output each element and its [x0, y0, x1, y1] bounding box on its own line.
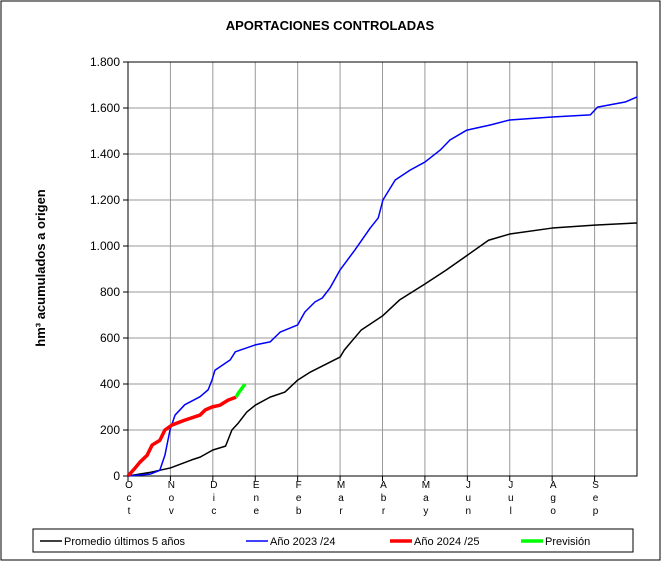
series-line	[127, 222, 638, 477]
legend-label: Año 2023 /24	[270, 536, 335, 548]
y-tick-label: 1.600	[90, 101, 120, 115]
y-tick-label: 200	[100, 423, 120, 437]
x-tick-label: Nov	[166, 480, 177, 519]
x-tick-label: Mar	[336, 480, 347, 519]
x-tick-label: Jul	[505, 480, 516, 519]
series-line	[127, 96, 638, 477]
y-tick-label: 1.200	[90, 193, 120, 207]
x-tick-label: Dic	[208, 480, 219, 519]
chart-title: APORTACIONES CONTROLADAS	[226, 18, 435, 33]
y-tick-label: 1.000	[90, 239, 120, 253]
x-tick-label: Ago	[548, 480, 559, 519]
legend-label: Previsión	[545, 536, 590, 548]
legend-label: Promedio últimos 5 años	[64, 536, 186, 548]
x-tick-label: Jun	[463, 480, 474, 519]
y-tick-label: 400	[100, 377, 120, 391]
x-tick-label: May	[420, 480, 431, 519]
series-line	[234, 382, 247, 398]
y-tick-label: 1.400	[90, 147, 120, 161]
legend-box	[32, 528, 634, 553]
x-tick-label: Ene	[251, 480, 262, 519]
y-tick-label: 0	[113, 469, 120, 483]
series-line	[126, 395, 237, 478]
y-tick-label: 600	[100, 331, 120, 345]
x-tick-label: Oct	[124, 480, 135, 519]
legend: Promedio últimos 5 años Año 2023 /24 Año 2…	[32, 528, 634, 553]
legend-label: Año 2024 /25	[414, 536, 479, 548]
y-tick-label: 1.800	[90, 55, 120, 69]
y-tick-label: 800	[100, 285, 120, 299]
y-axis-title: hm³ acumulados a origen	[33, 189, 48, 347]
x-tick-label: Abr	[378, 480, 389, 519]
plot-border	[127, 61, 638, 477]
x-tick-label: Feb	[293, 480, 304, 519]
x-tick-label: Sep	[590, 480, 601, 519]
